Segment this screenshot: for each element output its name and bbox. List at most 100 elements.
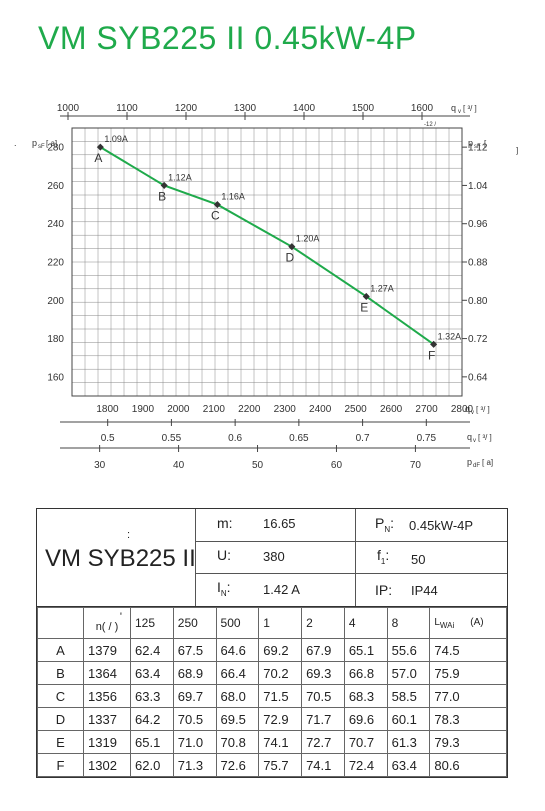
level-cell: 64.2 (130, 707, 174, 731)
left-axis-label-sub: sF (38, 144, 45, 150)
left-axis-tick-label: 160 (47, 372, 64, 383)
freq-header: 2 (301, 607, 345, 639)
top-axis-tick-label: 1600 (411, 103, 434, 114)
point-label: F (428, 348, 435, 362)
level-cell: 70.5 (301, 684, 345, 708)
lwa-header: LWAi (A) (429, 607, 507, 639)
bottom-axis-2-label-unit: [ ³/ ] (478, 433, 492, 442)
level-cell: 75.7 (258, 753, 303, 777)
level-cell: 68.9 (172, 661, 217, 685)
level-cell: 74.1 (301, 753, 345, 777)
bottom-axis-3-label-sub: dF (473, 463, 480, 469)
level-cell: 63.4 (386, 753, 431, 777)
operating-point (362, 292, 370, 300)
bottom-axis-2-tick-label: 0.65 (289, 433, 309, 444)
freq-header: 500 (215, 607, 260, 639)
level-cell: 68.3 (343, 684, 388, 708)
bottom-axis-2-tick-label: 0.75 (417, 433, 437, 444)
row-label: A (37, 638, 84, 662)
bottom-axis-2-tick-label: 0.7 (356, 433, 370, 444)
level-cell: 69.3 (301, 661, 345, 685)
level-cell: 62.4 (130, 638, 174, 662)
level-cell: 71.0 (172, 730, 217, 754)
rpm-cell: 1337 (83, 707, 131, 731)
row-label: C (37, 684, 84, 708)
spec-divider (195, 509, 196, 606)
table-row: E 1319 65.1 71.0 70.8 74.1 72.7 70.7 61.3 79.3 (37, 730, 507, 754)
bottom-axis-1-tick-label: 2700 (415, 404, 438, 415)
operating-point (430, 340, 438, 348)
left-axis-tick-label: 240 (47, 219, 64, 230)
level-cell: 63.4 (130, 661, 174, 685)
level-cell: 62.0 (130, 753, 174, 777)
level-cell: 70.5 (172, 707, 217, 731)
voltage-label: U: (217, 547, 231, 563)
top-axis-label-sub: v (458, 109, 461, 115)
total-level-cell: 78.3 (429, 707, 507, 731)
level-cell: 67.9 (301, 638, 345, 662)
level-cell: 72.7 (301, 730, 345, 754)
operating-point (288, 243, 296, 251)
spec-divider (195, 573, 507, 574)
voltage-value: 380 (263, 549, 285, 564)
operating-point (96, 143, 104, 151)
bottom-axis-1-tick-label: 2800 (451, 404, 474, 415)
level-cell: 66.4 (215, 661, 260, 685)
level-cell: 69.2 (258, 638, 303, 662)
level-cell: 72.6 (215, 753, 260, 777)
right-axis-tick-label: 0.64 (468, 372, 488, 383)
bottom-axis-2-tick-label: 0.55 (162, 433, 182, 444)
bottom-axis-1-tick-label: 2400 (309, 404, 332, 415)
top-axis-tick-label: 1000 (57, 103, 80, 114)
level-cell: 64.6 (215, 638, 260, 662)
top-axis-tick-label: 1200 (175, 103, 198, 114)
total-level-cell: 77.0 (429, 684, 507, 708)
left-axis-tick-label: 260 (47, 181, 64, 192)
left-axis-tick-label: 220 (47, 258, 64, 269)
left-axis-tick-label: 180 (47, 334, 64, 345)
point-label: E (360, 300, 368, 314)
point-label: C (211, 209, 220, 223)
right-axis-tick-label: 1.04 (468, 181, 488, 192)
rpm-cell: 1319 (83, 730, 131, 754)
total-level-cell: 75.9 (429, 661, 507, 685)
operating-point (160, 181, 168, 189)
bottom-axis-1-tick-label: 2000 (167, 404, 190, 415)
bottom-axis-1-tick-label: 2100 (203, 404, 226, 415)
bottom-axis-3-tick-label: 30 (94, 460, 106, 471)
table-row: A 1379 62.4 67.5 64.6 69.2 67.9 65.1 55.6 74.5 (37, 638, 507, 662)
top-axis-tick-label: 1400 (293, 103, 316, 114)
freq-header: 125 (130, 607, 174, 639)
level-cell: 65.1 (130, 730, 174, 754)
right-axis-label-sub: sF (474, 144, 481, 150)
level-cell: 69.7 (172, 684, 217, 708)
rpm-cell: 1302 (83, 753, 131, 777)
freq-header: 1 (258, 607, 303, 639)
top-axis-tick-label: 1100 (116, 103, 138, 114)
current-label: 1.20A (296, 234, 320, 244)
row-label: F (37, 753, 84, 777)
spec-table: : VM SYB225 II m: 16.65 U: 380 IN: 1.42 … (36, 508, 508, 778)
top-axis-tick-label: 1300 (234, 103, 257, 114)
total-level-cell: 74.5 (429, 638, 507, 662)
spec-divider (195, 541, 507, 542)
bottom-axis-1-tick-label: 2300 (274, 404, 297, 415)
current-label: 1.12A (168, 172, 192, 182)
level-cell: 61.3 (386, 730, 431, 754)
mass-value: 16.65 (263, 516, 296, 531)
level-cell: 67.5 (172, 638, 217, 662)
current-label: 1.32A (438, 331, 462, 341)
bottom-axis-1-label-sub: v (471, 410, 474, 416)
bottom-axis-1-tick-label: 1900 (132, 404, 155, 415)
mass-label: m: (217, 515, 233, 531)
bottom-axis-1-tick-label: 2200 (238, 404, 261, 415)
row-label: D (37, 707, 84, 731)
level-cell: 69.5 (215, 707, 260, 731)
sound-level-header-row: ' n( / ) 125 250 500 1 2 4 8 LWAi (A) (37, 607, 507, 639)
rpm-cell: 1364 (83, 661, 131, 685)
table-row: F 1302 62.0 71.3 72.6 75.7 74.1 72.4 63.4 80.6 (37, 753, 507, 777)
model-colon: : (127, 529, 131, 541)
right-axis-tick-label: 0.96 (468, 219, 488, 230)
level-cell: 70.7 (343, 730, 388, 754)
level-cell: 71.7 (301, 707, 345, 731)
